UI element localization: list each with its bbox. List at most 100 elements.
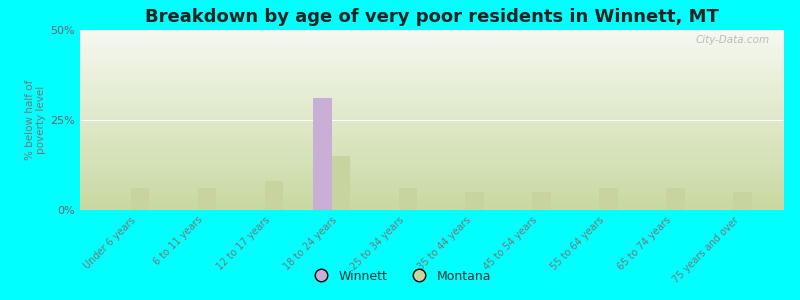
Bar	[80, 75, 784, 77]
Bar	[80, 151, 784, 152]
Bar	[80, 104, 784, 106]
Bar	[80, 131, 784, 133]
Bar	[80, 89, 784, 91]
Bar	[80, 118, 784, 120]
Bar	[80, 158, 784, 160]
Bar	[80, 129, 784, 131]
Bar	[80, 208, 784, 210]
Bar	[80, 156, 784, 158]
Bar	[80, 82, 784, 84]
Bar	[80, 176, 784, 178]
Bar	[80, 32, 784, 34]
Bar	[80, 77, 784, 79]
Bar	[80, 116, 784, 118]
Bar	[80, 174, 784, 176]
Bar	[80, 140, 784, 142]
Bar	[80, 142, 784, 143]
Bar	[80, 145, 784, 147]
Bar	[666, 188, 685, 210]
Bar	[80, 57, 784, 59]
Bar	[80, 98, 784, 100]
Bar	[80, 125, 784, 127]
Bar	[80, 30, 784, 32]
Bar	[80, 203, 784, 205]
Bar	[80, 124, 784, 125]
Bar	[80, 120, 784, 122]
Bar	[80, 165, 784, 167]
Bar	[80, 192, 784, 194]
Bar	[80, 84, 784, 86]
Bar	[80, 37, 784, 39]
Bar	[80, 41, 784, 43]
Bar	[80, 91, 784, 93]
Bar	[80, 62, 784, 64]
Bar	[80, 167, 784, 169]
Bar	[80, 106, 784, 107]
Bar	[80, 170, 784, 172]
Bar	[80, 34, 784, 35]
Bar	[466, 192, 484, 210]
Bar	[80, 185, 784, 187]
Bar	[80, 149, 784, 151]
Bar	[80, 44, 784, 46]
Bar	[80, 197, 784, 199]
Bar	[80, 61, 784, 62]
Bar	[80, 70, 784, 71]
Bar	[80, 88, 784, 89]
Bar	[80, 86, 784, 88]
Title: Breakdown by age of very poor residents in Winnett, MT: Breakdown by age of very poor residents …	[145, 8, 719, 26]
Text: City-Data.com: City-Data.com	[696, 35, 770, 45]
Bar	[80, 97, 784, 98]
Bar	[80, 52, 784, 53]
Bar	[80, 172, 784, 174]
Bar	[80, 181, 784, 183]
Bar	[80, 194, 784, 196]
Bar	[80, 143, 784, 145]
Bar	[80, 127, 784, 129]
Bar	[198, 188, 217, 210]
Bar	[313, 98, 331, 210]
Y-axis label: % below half of
poverty level: % below half of poverty level	[25, 80, 46, 160]
Bar	[80, 35, 784, 37]
Bar	[599, 188, 618, 210]
Bar	[80, 199, 784, 201]
Bar	[80, 59, 784, 61]
Bar	[80, 138, 784, 140]
Bar	[80, 80, 784, 82]
Bar	[80, 39, 784, 41]
Bar	[80, 73, 784, 75]
Bar	[80, 68, 784, 70]
Bar	[80, 183, 784, 185]
Bar	[80, 95, 784, 97]
Bar	[80, 201, 784, 203]
Bar	[80, 169, 784, 170]
Bar	[80, 187, 784, 188]
Bar	[80, 43, 784, 44]
Bar	[398, 188, 418, 210]
Bar	[80, 46, 784, 48]
Bar	[80, 136, 784, 138]
Bar	[80, 190, 784, 192]
Bar	[80, 133, 784, 134]
Bar	[80, 154, 784, 156]
Bar	[734, 192, 752, 210]
Bar	[80, 93, 784, 95]
Bar	[80, 205, 784, 206]
Bar	[80, 53, 784, 55]
Bar	[80, 48, 784, 50]
Bar	[80, 64, 784, 66]
Bar	[80, 107, 784, 109]
Bar	[80, 122, 784, 124]
Bar	[331, 156, 350, 210]
Bar	[80, 109, 784, 111]
Bar	[80, 160, 784, 161]
Bar	[80, 111, 784, 113]
Bar	[80, 179, 784, 181]
Bar	[80, 66, 784, 68]
Bar	[265, 181, 283, 210]
Legend: Winnett, Montana: Winnett, Montana	[304, 265, 496, 288]
Bar	[80, 102, 784, 104]
Bar	[80, 163, 784, 165]
Bar	[80, 134, 784, 136]
Bar	[80, 55, 784, 57]
